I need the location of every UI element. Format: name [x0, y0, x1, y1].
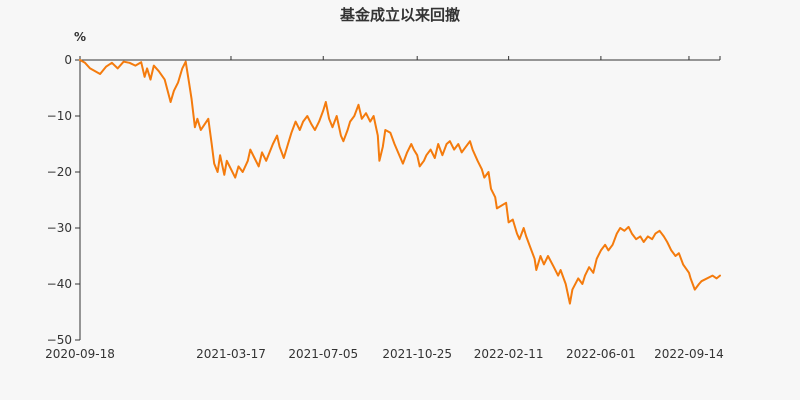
x-axis: 2020-09-18 2021-03-17 2021-07-05 2021-10-25…	[45, 56, 724, 361]
x-tick-label: 2021-07-05	[288, 347, 358, 361]
x-tick-label: 2021-03-17	[196, 347, 266, 361]
y-tick-label: −40	[47, 277, 72, 291]
drawdown-line	[79, 59, 721, 305]
y-axis-unit: %	[74, 30, 86, 44]
y-tick-label: −20	[47, 165, 72, 179]
x-tick-label: 2021-10-25	[382, 347, 452, 361]
x-tick-label: 2022-06-01	[566, 347, 636, 361]
y-tick-label: 0	[64, 53, 72, 67]
series-layer	[79, 59, 721, 305]
y-tick-label: −30	[47, 221, 72, 235]
chart-title: 基金成立以来回撤	[339, 6, 460, 24]
x-tick-label: 2022-02-11	[474, 347, 544, 361]
y-axis: 0 −10 −20 −30 −40 −50	[47, 53, 81, 347]
y-tick-label: −10	[47, 109, 72, 123]
y-tick-label: −50	[47, 333, 72, 347]
x-tick-label: 2020-09-18	[45, 347, 115, 361]
x-tick-label: 2022-09-14	[654, 347, 724, 361]
